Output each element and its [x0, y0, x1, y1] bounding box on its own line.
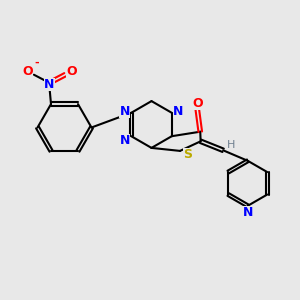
Text: O: O — [22, 65, 33, 78]
Text: S: S — [183, 148, 192, 161]
Text: O: O — [192, 97, 202, 110]
Text: N: N — [173, 105, 184, 118]
Text: O: O — [66, 65, 77, 78]
Text: N: N — [119, 134, 130, 147]
Text: N: N — [119, 105, 130, 118]
Text: H: H — [227, 140, 236, 150]
Text: -: - — [34, 58, 39, 68]
Text: N: N — [243, 206, 254, 219]
Text: N: N — [44, 78, 55, 91]
